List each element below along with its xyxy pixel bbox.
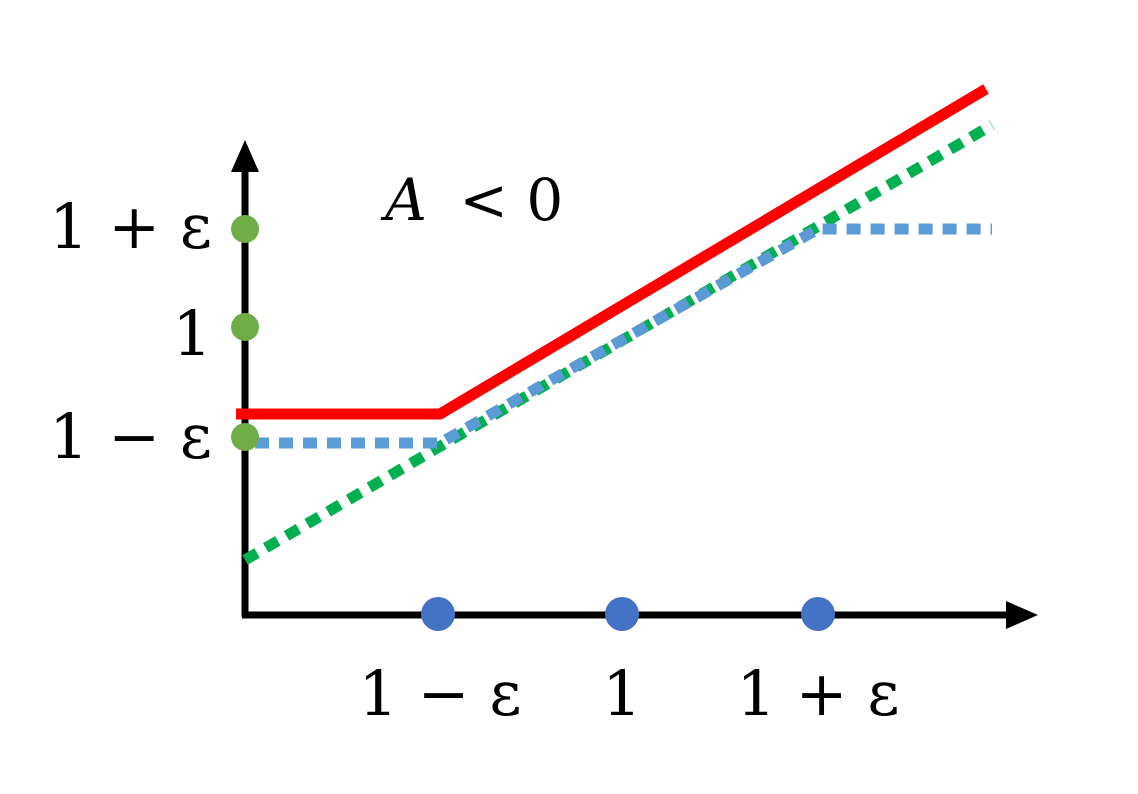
y-tick-label: 1 + ε <box>49 190 212 263</box>
blue-dotted-line <box>255 223 992 449</box>
red-solid-line <box>236 84 989 420</box>
x-tick-label: 1 + ε <box>737 657 900 730</box>
condition-relation: < 0 <box>459 166 563 234</box>
condition-variable: A <box>380 166 427 234</box>
y-axis-arrow-icon <box>231 140 259 172</box>
y-tick-dot <box>231 423 259 451</box>
x-tick-dot <box>801 597 835 631</box>
x-tick-dot <box>421 597 455 631</box>
x-tick-label: 1 <box>602 657 641 730</box>
x-tick-dot <box>605 597 639 631</box>
y-tick-dot <box>231 215 259 243</box>
x-tick-label: 1 − ε <box>359 657 522 730</box>
y-tick-label: 1 − ε <box>49 400 212 473</box>
condition-label: A < 0 <box>380 166 563 234</box>
x-axis-arrow-icon <box>1006 601 1038 629</box>
y-tick-label: 1 <box>173 297 212 370</box>
y-tick-dot <box>231 313 259 341</box>
